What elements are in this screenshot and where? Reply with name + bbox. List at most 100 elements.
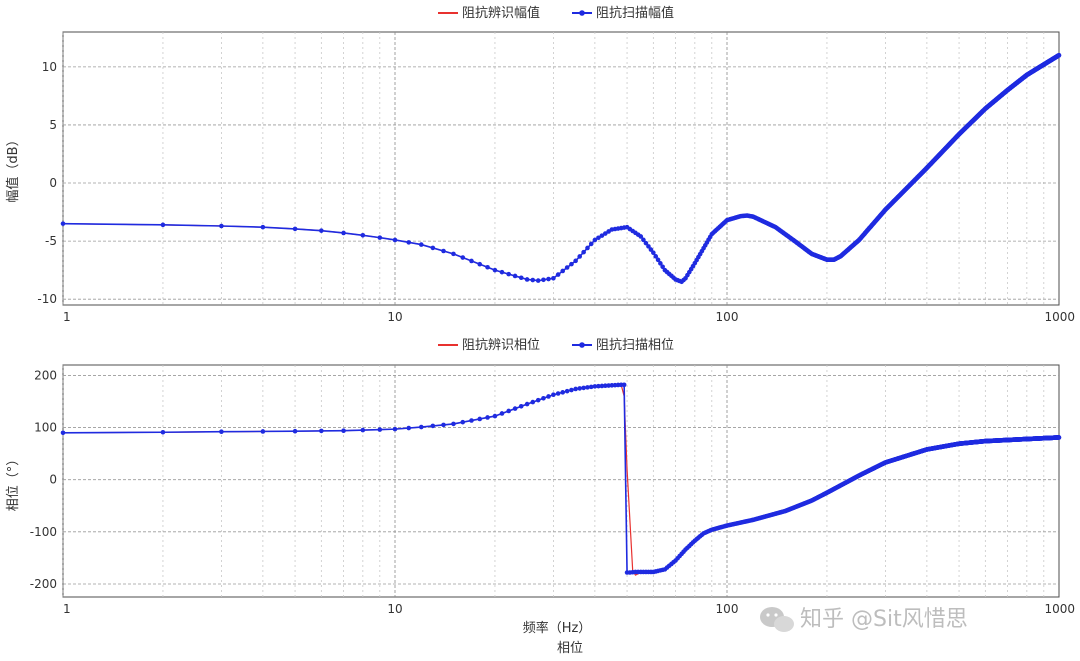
data-point (564, 265, 570, 270)
data-point (392, 237, 398, 243)
data-point (569, 261, 574, 267)
data-point (546, 276, 551, 282)
data-point (441, 248, 446, 254)
data-point (577, 254, 582, 259)
data-point (653, 254, 659, 259)
data-point (588, 241, 594, 247)
x-tick-label: 10 (387, 310, 402, 324)
data-point (641, 237, 646, 243)
data-point (518, 403, 524, 409)
legend-marker (579, 342, 585, 348)
data-point (499, 269, 505, 275)
data-point (319, 228, 324, 233)
data-point (551, 275, 556, 281)
data-point (430, 245, 436, 251)
y-tick-label: -10 (37, 292, 57, 306)
data-point (603, 383, 608, 389)
magnitude-plot-frame (62, 31, 1060, 306)
data-point (555, 391, 561, 396)
x-tick-label: 1000 (1044, 602, 1075, 616)
y-tick-label: -100 (30, 525, 57, 539)
data-point (524, 277, 530, 282)
data-point (573, 258, 578, 264)
data-point (506, 408, 511, 414)
y-tick-label: -5 (45, 234, 57, 248)
data-point (621, 382, 627, 388)
data-point (588, 384, 594, 390)
data-point (499, 411, 505, 416)
legend-label: 阻抗辨识相位 (462, 338, 540, 353)
data-point (485, 415, 490, 420)
data-point (524, 401, 530, 407)
data-point (60, 221, 66, 226)
data-point (603, 231, 608, 236)
watermark-text: 知乎 @Sit风惜思 (800, 607, 968, 632)
data-point (585, 245, 590, 251)
data-point (360, 232, 366, 238)
data-point (581, 249, 586, 255)
data-point (477, 261, 483, 267)
data-point (485, 264, 490, 270)
y-tick-label: 0 (49, 176, 57, 190)
data-point (292, 226, 298, 232)
magnitude-legend: 阻抗辨识幅值 阻抗扫描幅值 (438, 5, 674, 21)
data-point (660, 264, 665, 270)
magnitude-grid (62, 32, 1059, 305)
data-point (599, 383, 605, 389)
data-point (292, 428, 298, 434)
data-point (418, 242, 424, 247)
legend-marker (579, 10, 585, 16)
data-point (460, 255, 466, 260)
phase-chart-title: 相位 (557, 641, 583, 656)
data-point (599, 233, 605, 238)
legend-label: 阻抗辨识幅值 (462, 5, 540, 21)
data-point (573, 386, 578, 392)
x-tick-label: 100 (716, 310, 739, 324)
data-point (219, 429, 224, 435)
data-point (643, 240, 649, 246)
data-point (260, 429, 266, 434)
data-point (535, 278, 541, 283)
data-point (512, 273, 518, 279)
data-point (160, 222, 166, 228)
y-tick-label: 10 (42, 60, 57, 74)
data-point (341, 428, 346, 433)
data-point (646, 244, 651, 249)
y-tick-label: 0 (49, 473, 57, 487)
data-point (406, 425, 412, 431)
data-point (451, 421, 456, 427)
y-tick-label: -200 (30, 577, 57, 591)
y-tick-label: 200 (34, 368, 57, 382)
data-point (555, 272, 561, 277)
x-tick-label: 1 (63, 310, 71, 324)
magnitude-tick-labels: -10 -5 0 5 10 1 10 100 1000 (37, 60, 1075, 324)
data-point (492, 413, 498, 419)
data-point (160, 429, 166, 435)
data-point (518, 275, 524, 281)
data-point (658, 261, 663, 266)
data-point (638, 234, 644, 239)
y-tick-label: 100 (34, 421, 57, 435)
data-point (406, 240, 412, 245)
data-point (577, 386, 582, 391)
data-point (592, 237, 598, 243)
data-point (541, 277, 546, 283)
data-point (541, 395, 546, 401)
data-point (460, 419, 466, 425)
phase-plot-frame (62, 364, 1060, 598)
magnitude-panel: -10 -5 0 5 10 1 10 100 1000 幅值（dB） 阻抗辨识幅值 阻抗扫描幅值 (5, 5, 1075, 324)
data-point (506, 271, 511, 277)
x-tick-label: 100 (716, 602, 739, 616)
data-point (260, 224, 266, 230)
data-point (430, 423, 436, 429)
magnitude-series (60, 52, 1062, 285)
data-point (469, 258, 474, 264)
data-point (341, 230, 346, 236)
data-point (585, 385, 590, 390)
data-point (596, 235, 601, 241)
data-point (530, 277, 536, 283)
y-tick-label: 5 (49, 118, 57, 132)
data-point (377, 427, 383, 432)
